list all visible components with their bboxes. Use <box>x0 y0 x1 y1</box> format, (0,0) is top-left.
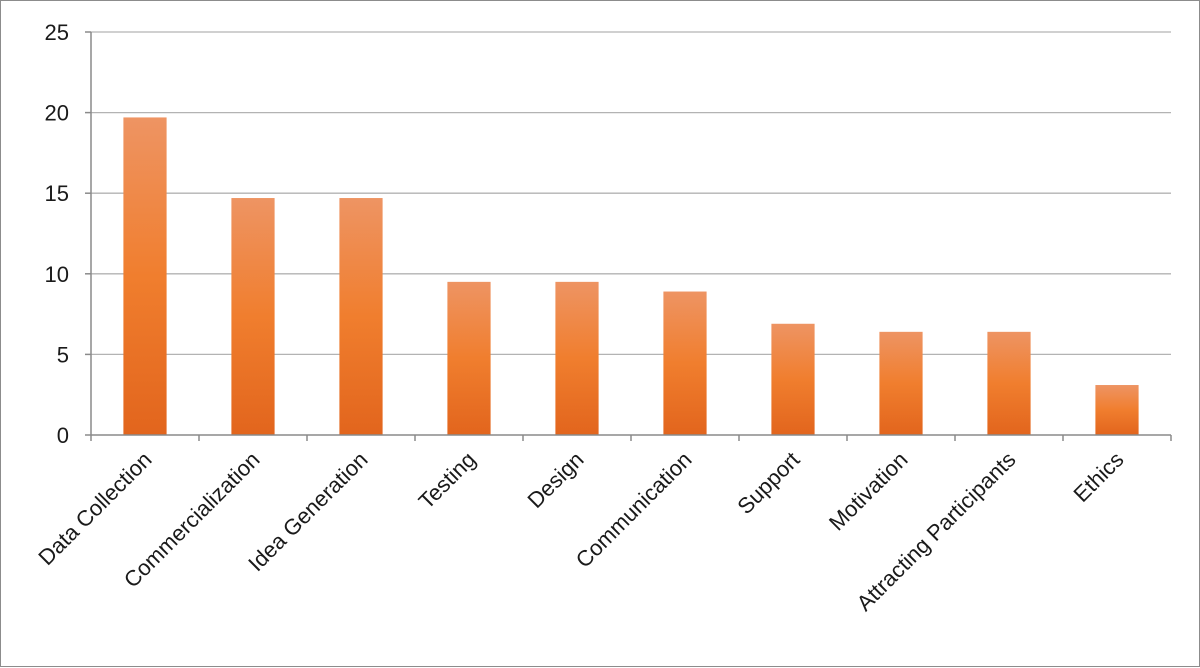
bar <box>447 281 491 435</box>
bar <box>663 291 707 435</box>
x-tick-label: Communication <box>571 447 697 573</box>
bar <box>339 198 383 435</box>
x-tick-label: Testing <box>414 447 481 514</box>
bar <box>879 331 923 435</box>
y-tick-label: 0 <box>57 423 69 448</box>
bar <box>231 198 275 435</box>
y-tick-label: 10 <box>45 262 69 287</box>
y-tick-label: 20 <box>45 101 69 126</box>
x-tick-label: Motivation <box>824 447 913 536</box>
x-tick-label: Design <box>522 447 588 513</box>
x-tick-label: Data Collection <box>33 447 156 570</box>
bar <box>1095 385 1139 435</box>
y-tick-label: 5 <box>57 342 69 367</box>
bar <box>771 323 815 435</box>
bar <box>555 281 599 435</box>
y-tick-label: 15 <box>45 181 69 206</box>
x-tick-label: Support <box>732 447 804 519</box>
bars <box>123 117 1139 435</box>
y-tick-labels: 0 5 10 15 20 25 <box>45 20 69 448</box>
bar <box>123 117 167 435</box>
bar <box>987 331 1031 435</box>
y-tick-label: 25 <box>45 20 69 45</box>
x-tick-label: Ethics <box>1068 447 1128 507</box>
axes <box>85 31 1172 441</box>
